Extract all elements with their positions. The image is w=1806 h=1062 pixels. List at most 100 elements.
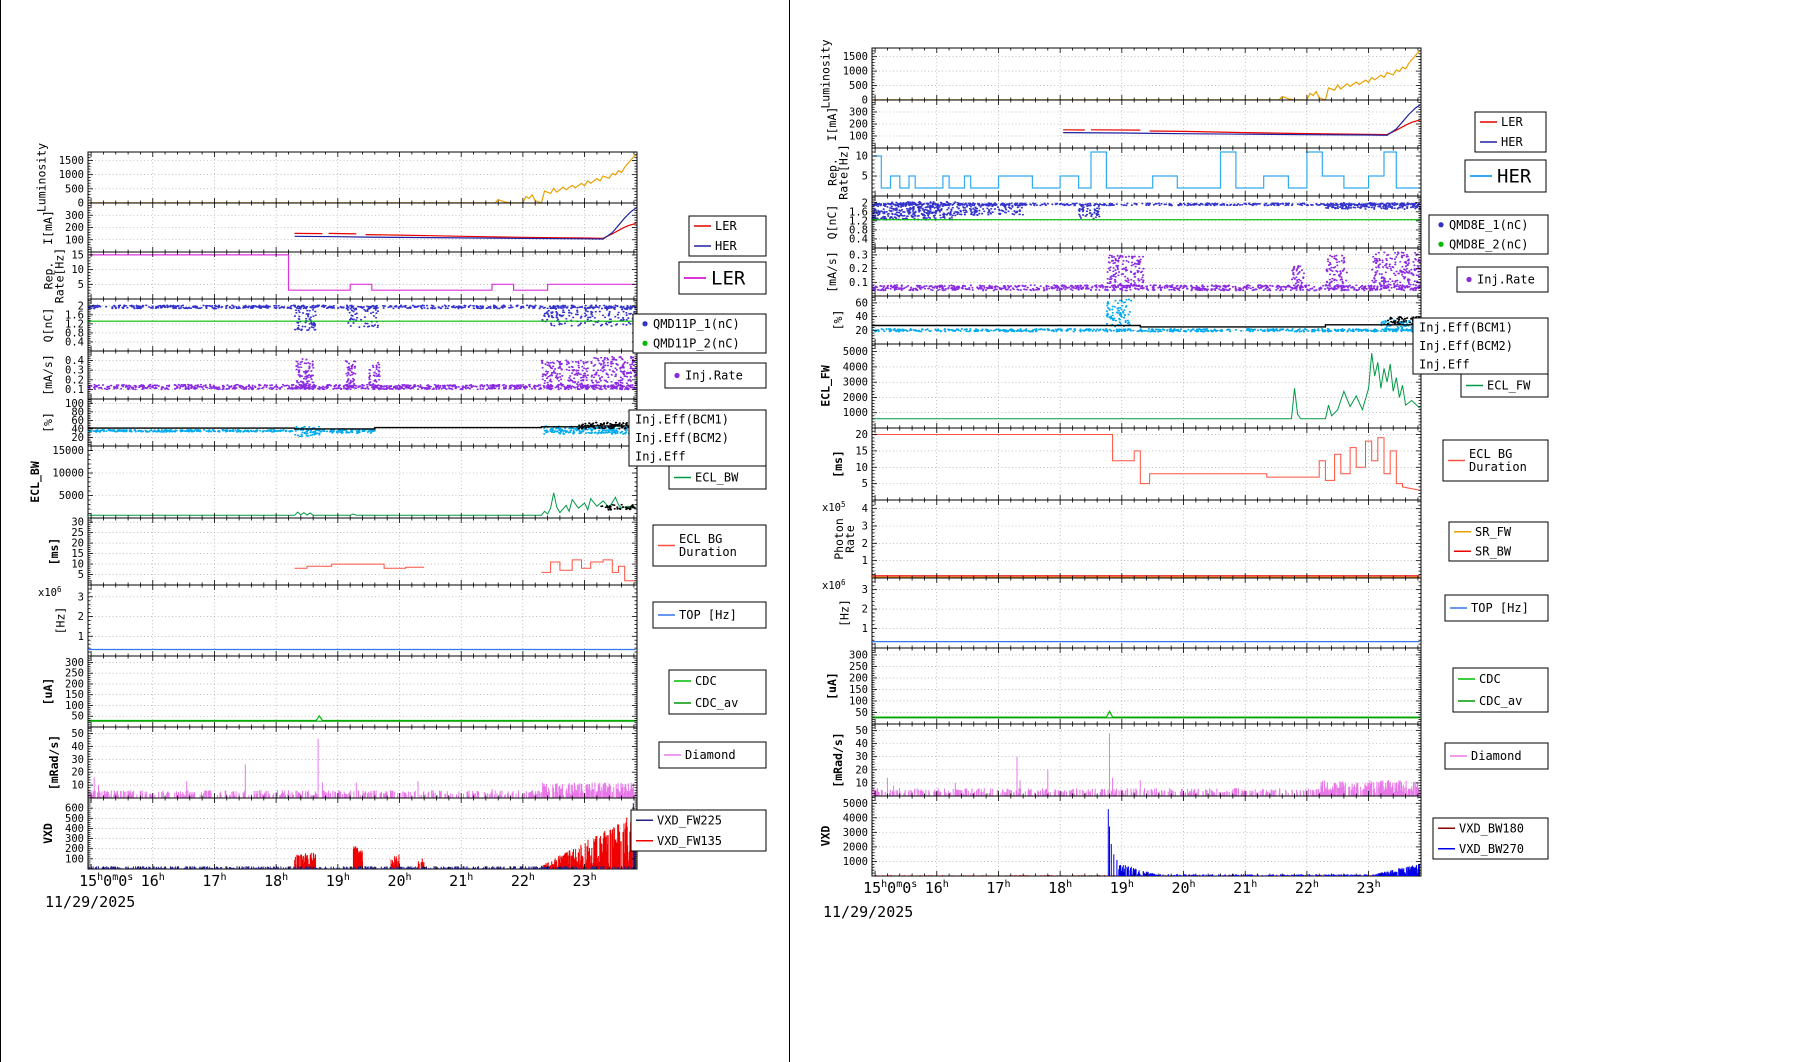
legend-entry-label: LER [711, 268, 746, 290]
legend-entry-label: TOP [Hz] [1471, 601, 1529, 615]
series-CDC [872, 710, 1420, 718]
date-label-right: 11/29/2025 [823, 903, 914, 921]
y-tick-label: 2 [862, 538, 868, 550]
x-tick-label: 17h [986, 879, 1010, 897]
legend-entry-label: CDC [1479, 672, 1501, 686]
y-tick-label: 15 [855, 445, 868, 457]
y-tick-label: 40 [855, 311, 868, 323]
y-tick-label: 5 [862, 478, 868, 490]
y-tick-label: 1.6 [849, 206, 868, 218]
y-tick-label: 100 [65, 398, 84, 410]
y-axis-title: ECL_FW [818, 365, 833, 407]
y-tick-label: 80 [71, 406, 84, 418]
x-tick-label: 22h [1295, 879, 1319, 897]
y-tick-label: 3 [862, 521, 868, 533]
legend-entry-label: VXD_FW225 [657, 813, 722, 827]
legend-left-cdc: CDC CDC_av [668, 669, 767, 715]
legend-entry-label: ECL_BW [695, 471, 739, 485]
series-VXD_BW270 [1107, 809, 1420, 876]
left-subplot-charge: 0.40.81.21.62 Q[nC] [41, 298, 638, 352]
y-tick-label: 500 [65, 813, 84, 825]
series-HER Rep.Rate [872, 151, 1420, 189]
y-tick-label: 300 [65, 210, 84, 222]
series-ECL_BW [88, 492, 636, 516]
y-axis-title: [Hz] [54, 607, 68, 635]
legend-entry-label: Inj.Eff(BCM2) [635, 431, 729, 445]
legend-right-vxd: VXD_BW180 VXD_BW270 [1432, 817, 1549, 860]
y-tick-label: 300 [65, 833, 84, 845]
legend-entry-label: SR_BW [1475, 544, 1512, 558]
series-Inj.Eff [577, 421, 637, 430]
y-tick-label: 15 [71, 548, 84, 560]
legend-entry-label: Inj.Eff [635, 450, 686, 464]
legend-left-top: TOP [Hz] [652, 601, 767, 629]
y-axis-title: [uA] [825, 672, 839, 700]
legend-entry-label: HER [1501, 135, 1523, 149]
y-axis-title: Luminosity [34, 143, 48, 212]
y-tick-label: 150 [849, 684, 868, 696]
y-axis-title: Rep. [42, 262, 56, 290]
left-subplot-ecl: 5000 10000 15000 ECL_BW [28, 445, 638, 519]
y-tick-label: 500 [65, 183, 84, 195]
y-tick-label: 50 [71, 728, 84, 740]
y-axis-title: [ms] [47, 538, 61, 566]
y-tick-label: 1 [78, 631, 84, 643]
series-Luminosity [872, 49, 1421, 101]
axis-exponent-label: x106 [38, 585, 62, 599]
y-axis-title: Rep. [826, 158, 840, 186]
y-tick-label: 4000 [843, 361, 868, 373]
left-subplot-inj-rate: 0.10.20.30.4 [mA/s] [41, 350, 638, 400]
legend-entry-label: HER [715, 239, 737, 253]
axis-exponent-label: x106 [822, 578, 846, 592]
y-tick-label: 60 [855, 297, 868, 309]
legend-dot-swatch [642, 321, 648, 327]
y-tick-label: 25 [71, 527, 84, 539]
legend-entry-label: Diamond [1471, 749, 1522, 763]
x-tick-label: 22h [511, 872, 535, 890]
series-Inj.Rate [87, 355, 638, 391]
x-tick-label: 23h [1357, 879, 1381, 897]
x-tick-label: 19h [326, 872, 350, 890]
legend-entry-label: LER [715, 219, 737, 233]
x-tick-label: 20h [1171, 879, 1195, 897]
y-tick-label: 40 [71, 741, 84, 753]
y-tick-label: 5000 [59, 490, 84, 502]
series-Luminosity [88, 153, 637, 204]
left-subplot-top: 1 2 3 [Hz] x106 [38, 584, 638, 657]
right-subplot-inj-eff: 20 40 60 [%] [831, 295, 1422, 345]
y-tick-label: 1.6 [65, 309, 84, 321]
y-tick-label: 250 [849, 661, 868, 673]
left-panel: 050010001500Luminosity100200300I[mA]5101… [28, 143, 767, 890]
left-subplot-luminosity: 0 500 1000 1500 Luminosity [34, 143, 638, 212]
legend-right-sr: SR_FW SR_BW [1448, 521, 1549, 562]
y-tick-label: 5000 [843, 346, 868, 358]
right-subplot-charge: 0.40.81.21.62 Q[nC] [825, 195, 1422, 249]
y-axis-title: [mA/s] [41, 354, 55, 396]
y-tick-label: 400 [65, 823, 84, 835]
series-Rep.Rate [88, 254, 636, 291]
y-axis-title: [mRad/s] [831, 732, 845, 787]
y-axis-title: Rate [843, 525, 857, 553]
right-subplot-vxd: 1000 2000 3000 4000 5000 VXD [818, 795, 1422, 877]
y-tick-label: 0.4 [65, 355, 84, 367]
series-LER [294, 222, 636, 239]
y-tick-label: 60 [71, 415, 84, 427]
legend-entry-label: Inj.Rate [685, 369, 743, 383]
y-tick-label: 300 [849, 649, 868, 661]
legend-right-her-big: HER [1464, 159, 1547, 193]
y-tick-label: 1000 [843, 66, 868, 78]
y-tick-label: 2 [862, 604, 868, 616]
left-subplot-rep-rate: 5 10 15 Rep.Rate[Hz] [42, 248, 638, 303]
series-ECL BG Duration [872, 434, 1420, 491]
series-Inj.Rate [871, 251, 1421, 292]
y-tick-label: 3000 [843, 827, 868, 839]
series-ECL_FW [872, 353, 1421, 420]
y-axis-title: Q[nC] [41, 308, 55, 343]
